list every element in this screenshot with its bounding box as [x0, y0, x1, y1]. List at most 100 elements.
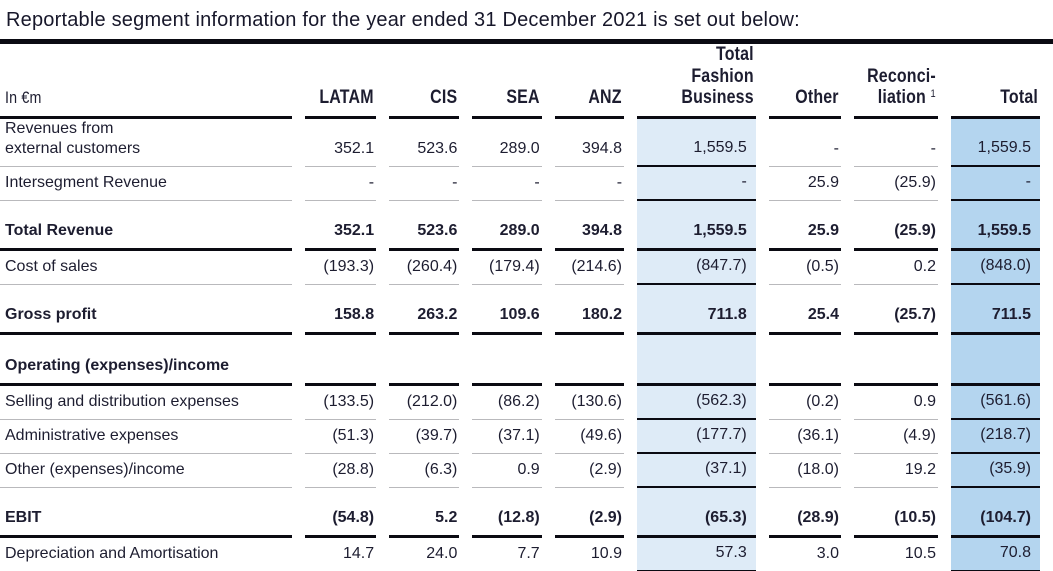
column-header-label: SEA — [506, 87, 540, 108]
unit-label: In €m — [5, 88, 42, 107]
cell-other — [769, 285, 841, 304]
cell-other — [769, 488, 841, 507]
cell-cis: 263.2 — [389, 304, 460, 335]
cell-tfb: 1,559.5 — [637, 119, 756, 167]
cell-latam: (193.3) — [305, 251, 377, 285]
cell-cis — [389, 285, 459, 304]
cell-other — [768, 354, 841, 386]
cell-sea: (86.2) — [472, 386, 542, 420]
spacer-row — [0, 488, 1040, 507]
cell-recon: (10.5) — [854, 507, 938, 538]
cell-sea — [472, 285, 541, 304]
column-header-label: Total — [1000, 87, 1038, 108]
cell-anz — [554, 354, 625, 386]
cell-other: (36.1) — [768, 420, 841, 454]
cell-recon: 19.2 — [854, 454, 938, 488]
cell-tfb: 1,559.5 — [637, 220, 756, 251]
cell-tfb: 57.3 — [637, 538, 756, 571]
cell-tfb: (177.7) — [637, 420, 756, 454]
cell-tfb — [637, 285, 756, 304]
cell-tfb: (65.3) — [637, 507, 756, 538]
segment-table-container: In €m LATAM CIS SEA ANZ Total Fashion Busines… — [0, 44, 1053, 571]
cell-recon: 0.2 — [854, 251, 938, 285]
column-header-latam: LATAM — [305, 44, 377, 119]
cell-anz — [555, 201, 624, 220]
row-label: Selling and distribution expenses — [0, 386, 293, 420]
cell-latam: (133.5) — [305, 386, 377, 420]
cell-recon: 10.5 — [854, 538, 938, 571]
cell-total: (104.7) — [950, 507, 1040, 538]
row-label: Operating (expenses)/income — [0, 354, 293, 386]
cell-latam: 352.1 — [305, 119, 377, 167]
cell-cis — [389, 488, 459, 507]
cell-anz: 394.8 — [554, 119, 625, 167]
cell-sea: 7.7 — [472, 538, 541, 571]
cell-sea: - — [472, 167, 542, 201]
column-header-label: LATAM — [319, 87, 375, 108]
cell-total — [950, 285, 1040, 304]
table-row: Selling and distribution expenses (133.5)… — [0, 386, 1040, 420]
cell-cis: (6.3) — [389, 454, 460, 488]
column-header-label: ANZ — [588, 87, 623, 108]
table-row: Other (expenses)/income (28.8) (6.3) 0.9 (2.… — [0, 454, 1040, 488]
cell-total: 711.5 — [950, 304, 1040, 335]
cell-recon — [854, 201, 938, 220]
row-label — [0, 285, 292, 304]
cell-other: (0.5) — [768, 251, 841, 285]
cell-cis: - — [389, 167, 460, 201]
cell-latam: (54.8) — [305, 507, 377, 538]
cell-other: 3.0 — [769, 538, 841, 571]
row-label: EBIT — [0, 507, 293, 538]
table-row: Depreciation and Amortisation 14.7 24.0 7.7… — [0, 538, 1040, 571]
cell-sea: (179.4) — [472, 251, 542, 285]
cell-total: (848.0) — [950, 251, 1040, 285]
cell-latam: 14.7 — [305, 538, 376, 571]
row-label: Other (expenses)/income — [0, 454, 293, 488]
cell-sea — [472, 488, 541, 507]
column-header-label: Reconci- liation 1 — [867, 65, 936, 108]
cell-other: 25.9 — [768, 167, 841, 201]
cell-total — [950, 335, 1040, 354]
row-label — [0, 335, 292, 354]
cell-anz: - — [554, 167, 625, 201]
cell-recon: (25.7) — [854, 304, 938, 335]
cell-sea: 289.0 — [472, 220, 542, 251]
title-divider-rule — [0, 39, 1053, 44]
cell-tfb — [637, 201, 756, 220]
column-header-total: Total — [950, 44, 1040, 119]
cell-latam: (51.3) — [305, 420, 377, 454]
cell-tfb: 711.8 — [637, 304, 756, 335]
spacer-row — [0, 335, 1040, 354]
cell-sea: 0.9 — [472, 454, 542, 488]
cell-recon — [854, 335, 938, 354]
cell-tfb — [637, 488, 756, 507]
row-label: Intersegment Revenue — [0, 167, 293, 201]
row-label: Total Revenue — [0, 220, 293, 251]
column-header-label: Total Fashion Business — [681, 44, 754, 108]
cell-cis — [389, 354, 460, 386]
cell-sea: 289.0 — [472, 119, 542, 167]
cell-latam — [305, 201, 376, 220]
cell-latam — [305, 354, 377, 386]
spacer-row — [0, 285, 1040, 304]
row-label: Administrative expenses — [0, 420, 293, 454]
cell-latam — [305, 285, 376, 304]
row-label — [0, 488, 292, 507]
cell-other: (18.0) — [768, 454, 841, 488]
cell-cis: 24.0 — [389, 538, 459, 571]
cell-cis — [389, 201, 459, 220]
cell-sea: 109.6 — [472, 304, 542, 335]
cell-total: 1,559.5 — [950, 119, 1040, 167]
cell-anz — [555, 488, 624, 507]
footnote-marker: 1 — [930, 88, 936, 100]
cell-total: 70.8 — [950, 538, 1040, 571]
cell-cis: (39.7) — [389, 420, 460, 454]
cell-other: (28.9) — [768, 507, 841, 538]
cell-recon: (4.9) — [854, 420, 938, 454]
cell-recon: (25.9) — [854, 167, 938, 201]
column-header-cis: CIS — [389, 44, 460, 119]
cell-latam — [305, 335, 376, 354]
column-header-label: CIS — [430, 87, 458, 108]
cell-anz — [555, 285, 624, 304]
cell-total: (35.9) — [950, 454, 1040, 488]
